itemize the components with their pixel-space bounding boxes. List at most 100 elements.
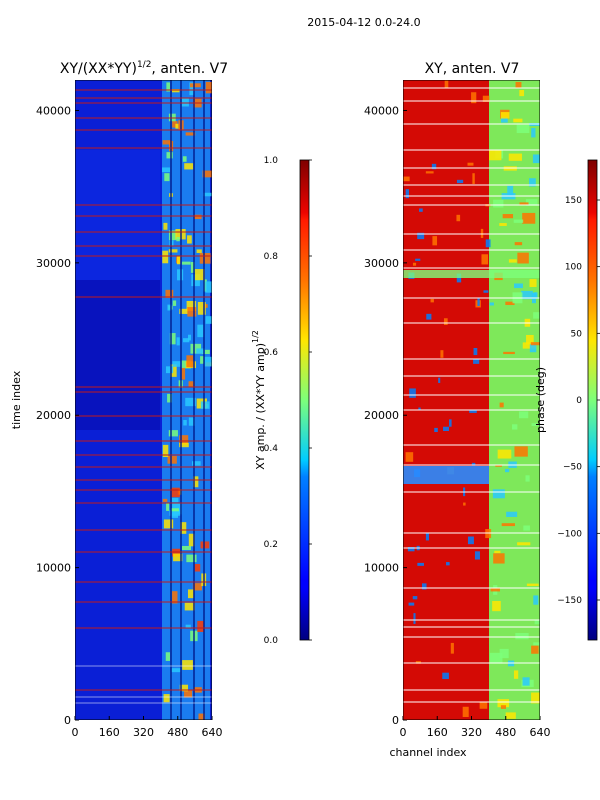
colorbar-tick-label: 0.2 <box>264 540 278 550</box>
y-tick-label: 10000 <box>36 562 71 575</box>
heatmap-cell <box>513 118 523 123</box>
heatmap-cell <box>205 81 212 94</box>
heatmap-cell <box>191 461 201 466</box>
heatmap-cell <box>403 176 410 182</box>
heatmap-cell <box>467 162 474 166</box>
heatmap-column-gap <box>203 80 205 720</box>
heatmap-cell <box>534 619 540 625</box>
heatmap-cell <box>501 117 508 123</box>
y-tick-label: 40000 <box>364 104 399 117</box>
heatmap-cell <box>203 192 212 197</box>
heatmap-cell <box>188 417 195 426</box>
heatmap-cell <box>426 313 432 320</box>
heatmap-cell <box>195 269 205 281</box>
heatmap-cell <box>526 583 539 587</box>
heatmap-cell <box>507 185 514 197</box>
heatmap-cell <box>515 632 529 640</box>
heatmap-cell <box>196 249 202 253</box>
heatmap-cell <box>430 298 434 303</box>
colorbar-tick-label: 0 <box>576 396 582 406</box>
colorbar-tick-label: 1.0 <box>264 156 279 166</box>
y-tick-label: 0 <box>392 714 399 727</box>
left-heatmap <box>75 80 212 720</box>
heatmap-cell <box>165 366 174 374</box>
colorbar-tick-label: 0.0 <box>264 636 279 646</box>
heatmap-cell <box>513 670 519 679</box>
heatmap-cell <box>508 153 522 161</box>
heatmap-cell <box>163 222 168 230</box>
colorbar-tick-label: 0.8 <box>264 252 279 262</box>
heatmap-cell <box>473 347 478 356</box>
heatmap-cell <box>418 407 421 411</box>
right-x-axis-label: channel index <box>389 746 467 759</box>
heatmap-cell <box>456 273 462 283</box>
heatmap-cell <box>188 533 195 547</box>
left-title-exponent: 1/2 <box>137 60 151 70</box>
left-colorbar-label-exponent: 1/2 <box>251 330 260 343</box>
heatmap-cell <box>167 304 172 311</box>
heatmap-cell <box>533 595 539 605</box>
heatmap-cell <box>169 333 176 345</box>
heatmap-cell <box>188 334 192 341</box>
heatmap-cell <box>499 223 507 226</box>
heatmap-cell <box>531 128 536 138</box>
heatmap-cell <box>170 364 177 377</box>
heatmap-cell <box>179 684 189 692</box>
heatmap-cell <box>184 163 194 170</box>
heatmap-cell <box>166 502 170 511</box>
heatmap-cell <box>193 476 199 488</box>
heatmap-cell <box>499 648 509 659</box>
heatmap-cell <box>512 424 518 430</box>
heatmap-cell <box>513 219 524 223</box>
heatmap-cell <box>450 642 454 654</box>
heatmap-cell <box>492 489 505 499</box>
heatmap-cell <box>166 82 171 92</box>
heatmap-cell <box>171 668 181 673</box>
y-tick-label: 30000 <box>36 257 71 270</box>
heatmap-cell <box>181 98 189 107</box>
heatmap-cell <box>529 279 537 288</box>
heatmap-cell <box>497 699 510 708</box>
heatmap-cell <box>194 564 201 572</box>
x-tick-label: 320 <box>133 726 154 739</box>
heatmap-cell <box>162 250 169 264</box>
heatmap-cell <box>197 324 204 338</box>
heatmap-cell <box>176 256 181 265</box>
colorbar-tick-label: −150 <box>557 596 582 606</box>
heatmap-cell <box>449 419 452 427</box>
heatmap-cell <box>502 214 514 219</box>
heatmap-cell <box>181 545 192 551</box>
heatmap-cell <box>407 547 415 552</box>
heatmap-cell <box>197 620 205 632</box>
heatmap-cell <box>431 163 437 170</box>
heatmap-cell <box>425 533 429 541</box>
heatmap-cell <box>493 553 505 564</box>
heatmap-cell <box>469 409 477 413</box>
heatmap-cell <box>485 239 491 248</box>
heatmap-cell <box>514 283 523 289</box>
heatmap-cell <box>176 337 180 346</box>
heatmap-cell <box>417 562 424 566</box>
left-panel: XY/(XX*YY)1/2, anten. V7 0 160 320 480 64001… <box>10 60 312 739</box>
heatmap-cell <box>172 548 181 557</box>
heatmap-cell <box>166 152 173 159</box>
heatmap-cell <box>438 377 441 383</box>
y-tick-label: 10000 <box>364 562 399 575</box>
left-colorbar <box>299 159 310 641</box>
x-tick-label: 0 <box>72 726 79 739</box>
left-colorbar-label: XY amp. / (XX*YY amp)1/2 <box>251 330 267 470</box>
heatmap-cell <box>495 464 502 467</box>
heatmap-cell <box>514 242 523 246</box>
heatmap-cell <box>514 446 528 457</box>
heatmap-cell <box>196 348 205 354</box>
x-tick-label: 640 <box>530 726 551 739</box>
heatmap-cell <box>474 551 480 560</box>
heatmap-cell <box>189 82 195 96</box>
y-tick-label: 20000 <box>364 409 399 422</box>
heatmap-cell <box>186 300 197 312</box>
heatmap-cell <box>403 270 540 278</box>
heatmap-cell <box>463 502 466 506</box>
heatmap-cell <box>165 289 174 298</box>
heatmap-cell <box>490 588 500 592</box>
